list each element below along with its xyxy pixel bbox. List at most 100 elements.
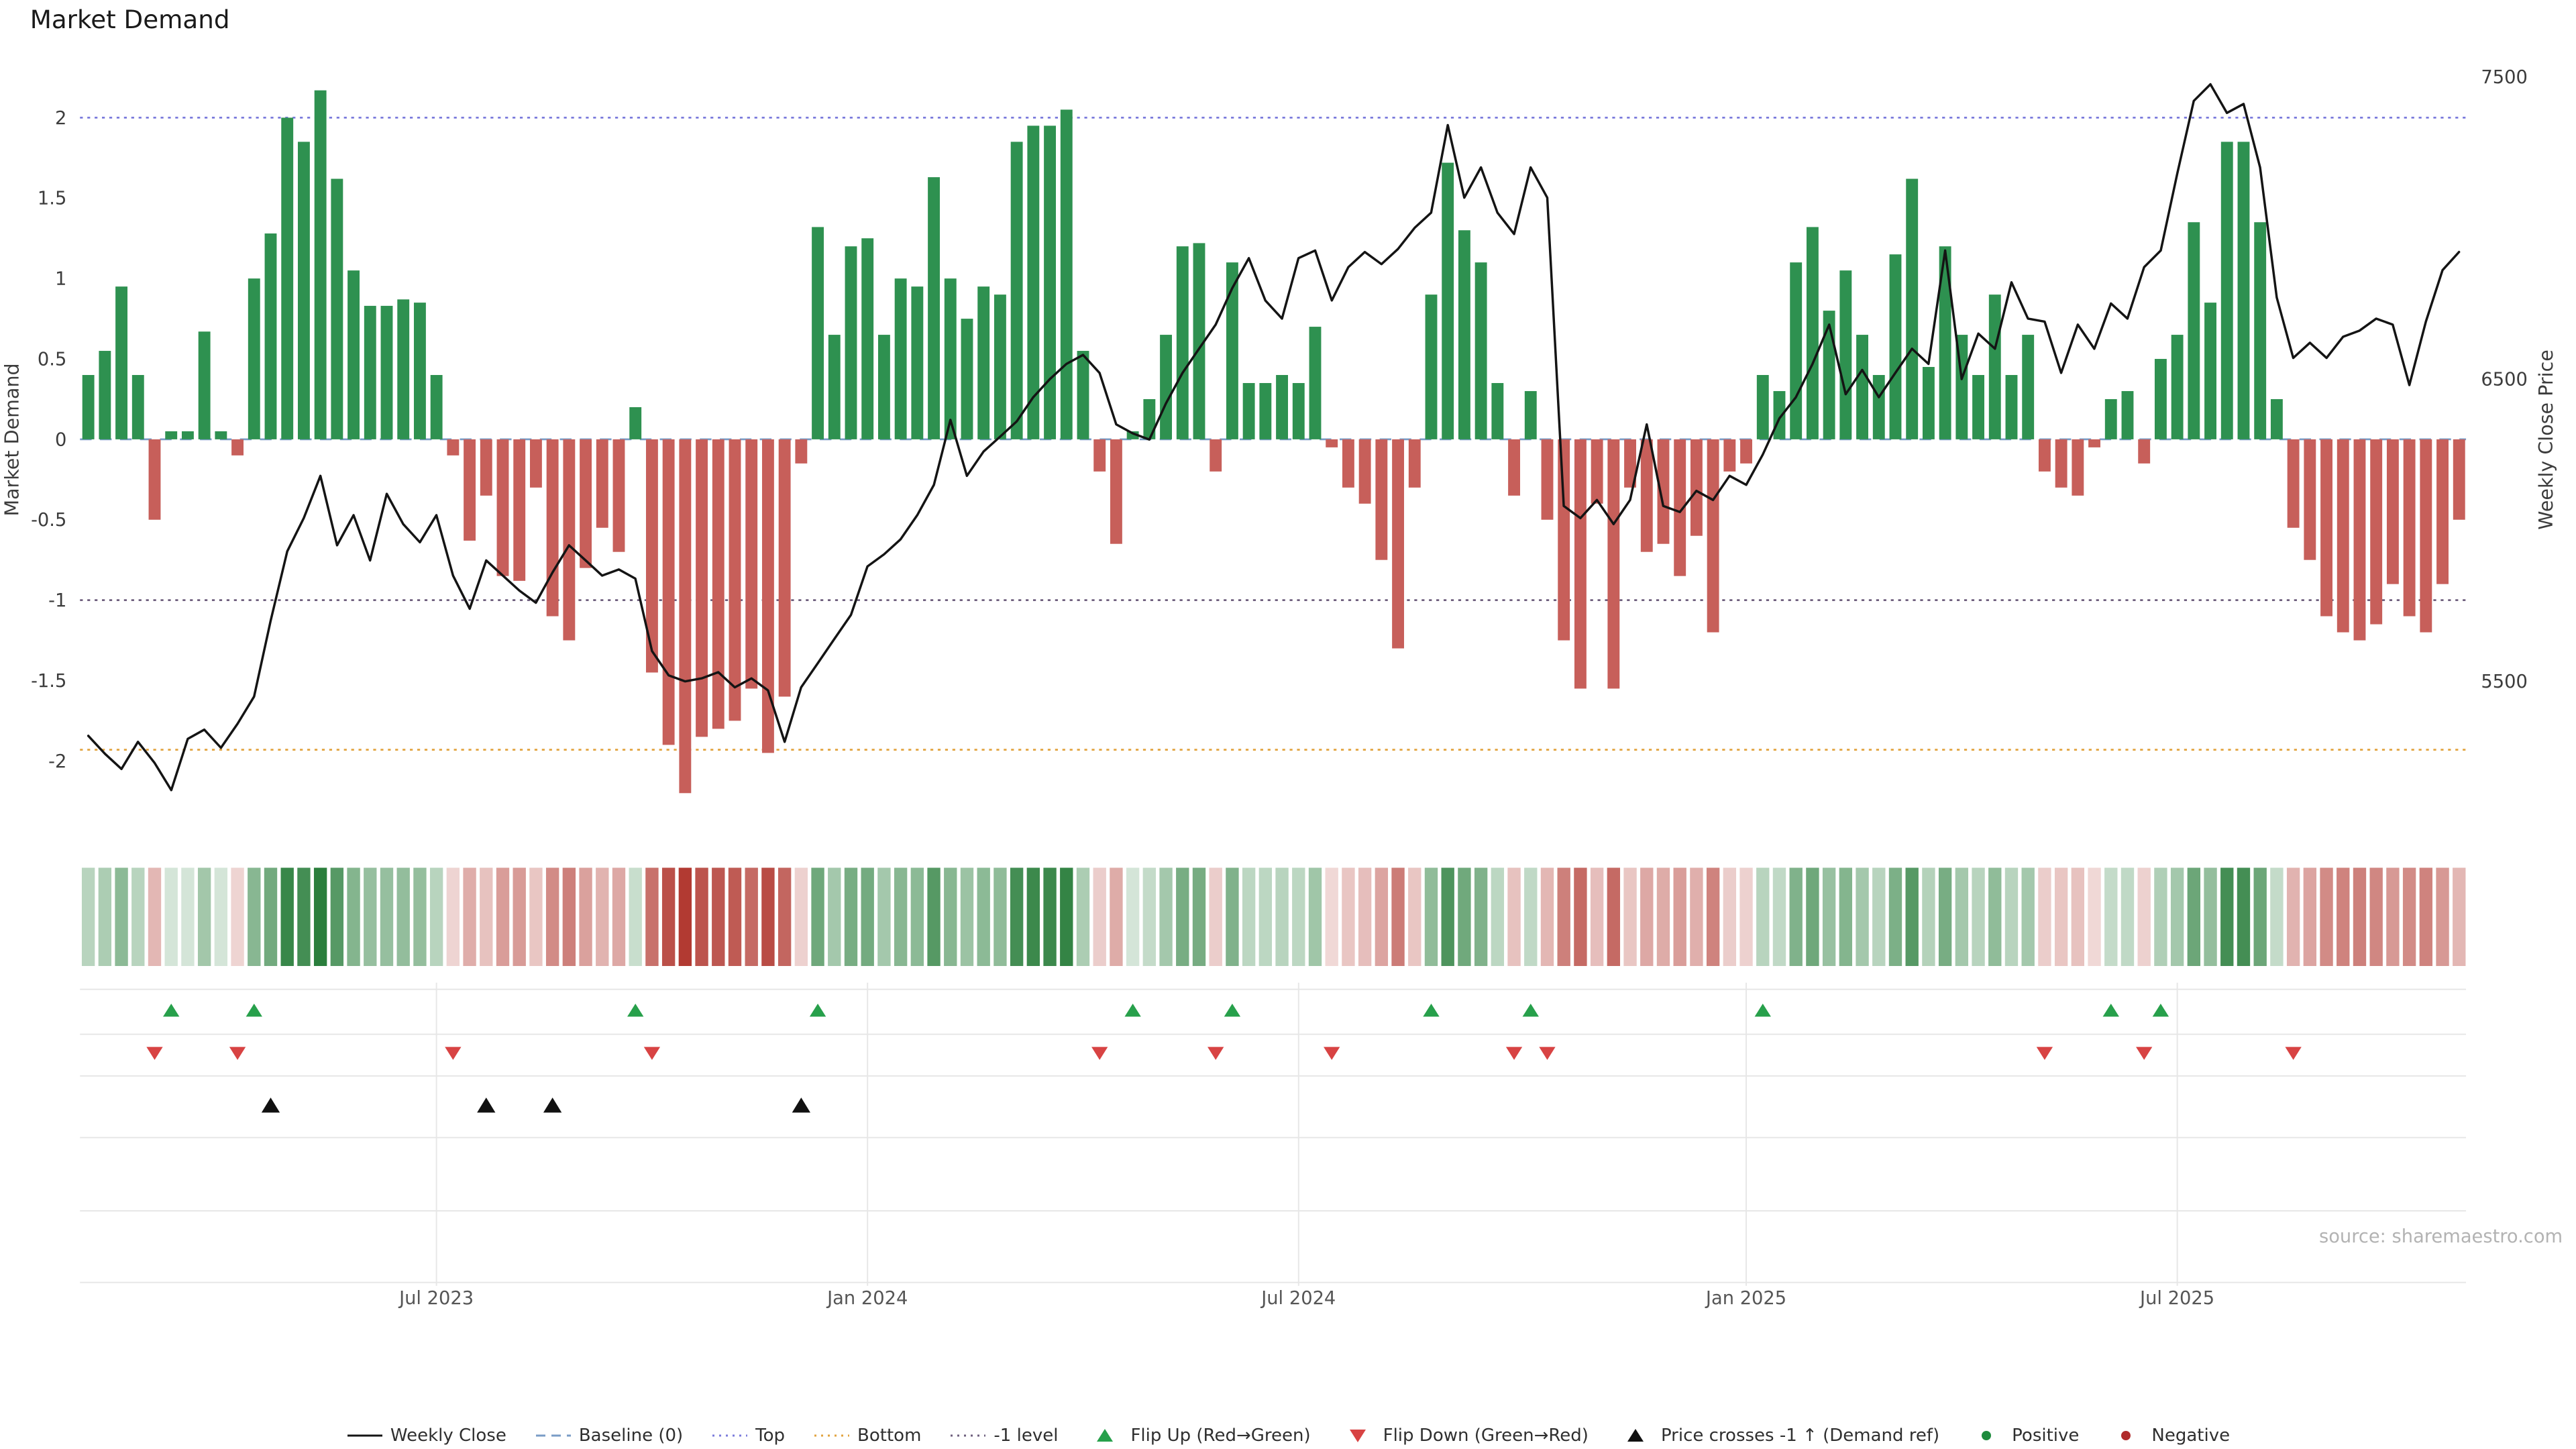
heatmap-cell (2220, 867, 2234, 966)
heatmap-cell (2386, 867, 2400, 966)
demand-bar-negative (2304, 439, 2316, 560)
heatmap-cell (115, 867, 128, 966)
heatmap-cell (2121, 867, 2135, 966)
heatmap-cell (2154, 867, 2167, 966)
heatmap-cell (463, 867, 476, 966)
heatmap-cell (2253, 867, 2267, 966)
demand-bar-positive (1010, 142, 1023, 439)
demand-bar-positive (2171, 335, 2184, 439)
heatmap-cell (1574, 867, 1587, 966)
heatmap-cell (1640, 867, 1654, 966)
heatmap-cell (2237, 867, 2251, 966)
legend-swatch-dotted-icon (712, 1434, 748, 1437)
legend-item-label: Positive (2012, 1426, 2080, 1446)
demand-bar-positive (99, 351, 111, 439)
legend-item-label: Bottom (857, 1426, 922, 1446)
demand-bar-negative (2436, 439, 2449, 584)
legend-item-baseline-0: Baseline (0) (535, 1426, 683, 1446)
demand-bar-positive (364, 305, 376, 439)
left-axis-title: Market Demand (0, 363, 23, 516)
heatmap-cell (1176, 867, 1189, 966)
heatmap-cell (2286, 867, 2300, 966)
demand-bar-positive (2237, 142, 2250, 439)
demand-bar-positive (1143, 398, 1156, 439)
demand-bar-positive (430, 374, 443, 439)
heatmap-cell (629, 867, 642, 966)
demand-bar-negative (778, 439, 791, 697)
heatmap-cell (1491, 867, 1505, 966)
demand-bar-positive (2220, 142, 2233, 439)
demand-bar-positive (1027, 125, 1040, 439)
demand-bar-negative (1508, 439, 1520, 496)
demand-bar-negative (1624, 439, 1636, 488)
heatmap-cell (2303, 867, 2317, 966)
demand-bar-negative (612, 439, 625, 552)
price-cross-marker (261, 1097, 280, 1113)
demand-bar-positive (961, 319, 973, 439)
heatmap-cell (2071, 867, 2085, 966)
heatmap-cell (1706, 867, 1720, 966)
heatmap-cell (777, 867, 792, 966)
weekly-close-line (87, 83, 2461, 792)
heatmap-cell (2436, 867, 2449, 966)
legend-item-label: -1 level (994, 1426, 1059, 1446)
demand-bar-positive (248, 278, 260, 439)
demand-bar-positive (1176, 246, 1189, 439)
demand-bar-positive (1442, 162, 1454, 439)
demand-bar-negative (795, 439, 808, 464)
left-axis-tick: -1 (48, 590, 66, 611)
demand-bar-positive (264, 233, 277, 439)
heatmap-cell (1076, 867, 1090, 966)
heatmap-cell (1822, 867, 1836, 966)
demand-bar-negative (729, 439, 741, 721)
demand-bar-negative (1541, 439, 1554, 520)
heatmap-cell (2088, 867, 2101, 966)
flip-down-marker (2136, 1046, 2153, 1061)
flip-down-marker (643, 1046, 661, 1061)
demand-bar-positive (911, 286, 924, 439)
demand-bar-negative (148, 439, 161, 520)
demand-bar-positive (1458, 230, 1470, 439)
legend-item-label: Flip Up (Red→Green) (1130, 1426, 1311, 1446)
demand-bar-positive (1077, 351, 1089, 439)
demand-bar-negative (1690, 439, 1703, 536)
flip-up-marker (1423, 1004, 1440, 1017)
demand-bar-positive (977, 286, 990, 439)
demand-bar-negative (2055, 439, 2068, 488)
heatmap-cell (761, 867, 775, 966)
flip-up-marker (627, 1004, 644, 1017)
demand-bar-positive (1309, 327, 1322, 439)
heatmap-cell (2337, 867, 2350, 966)
demand-bar-negative (645, 439, 658, 673)
x-axis-tick: Jul 2025 (2139, 1288, 2214, 1309)
marker-panel-grid (80, 982, 2467, 1286)
heatmap-cell (1192, 867, 1206, 966)
left-axis-tick: 0.5 (38, 349, 66, 370)
demand-bar-positive (1823, 311, 1835, 439)
heatmap-cell (2270, 867, 2284, 966)
demand-bar-negative (1358, 439, 1371, 504)
demand-bar-negative (480, 439, 492, 496)
price-cross-marker (792, 1097, 811, 1113)
heatmap-cell (1656, 867, 1670, 966)
demand-bar-positive (181, 431, 194, 439)
legend-swatch-shape (1349, 1430, 1366, 1442)
heatmap-cell (2320, 867, 2333, 966)
legend-item-top: Top (711, 1426, 785, 1446)
demand-bar-negative (2420, 439, 2432, 633)
legend-swatch-shape (1097, 1429, 1114, 1442)
demand-bar-positive (812, 227, 824, 439)
heatmap-cell (1375, 867, 1389, 966)
legend-item-label: Negative (2151, 1426, 2231, 1446)
left-axis-tick: 1.5 (38, 189, 66, 209)
demand-bar-positive (1160, 335, 1173, 439)
heatmap-cell (1623, 867, 1637, 966)
demand-bar-positive (281, 117, 294, 439)
heatmap-cell (1739, 867, 1753, 966)
legend-swatch-circle-icon (2121, 1431, 2131, 1440)
flip-down-marker (1539, 1046, 1556, 1061)
demand-bar-negative (2287, 439, 2300, 528)
demand-bar-positive (2254, 222, 2267, 439)
legend-swatch-triangle-up-icon (1627, 1429, 1644, 1442)
